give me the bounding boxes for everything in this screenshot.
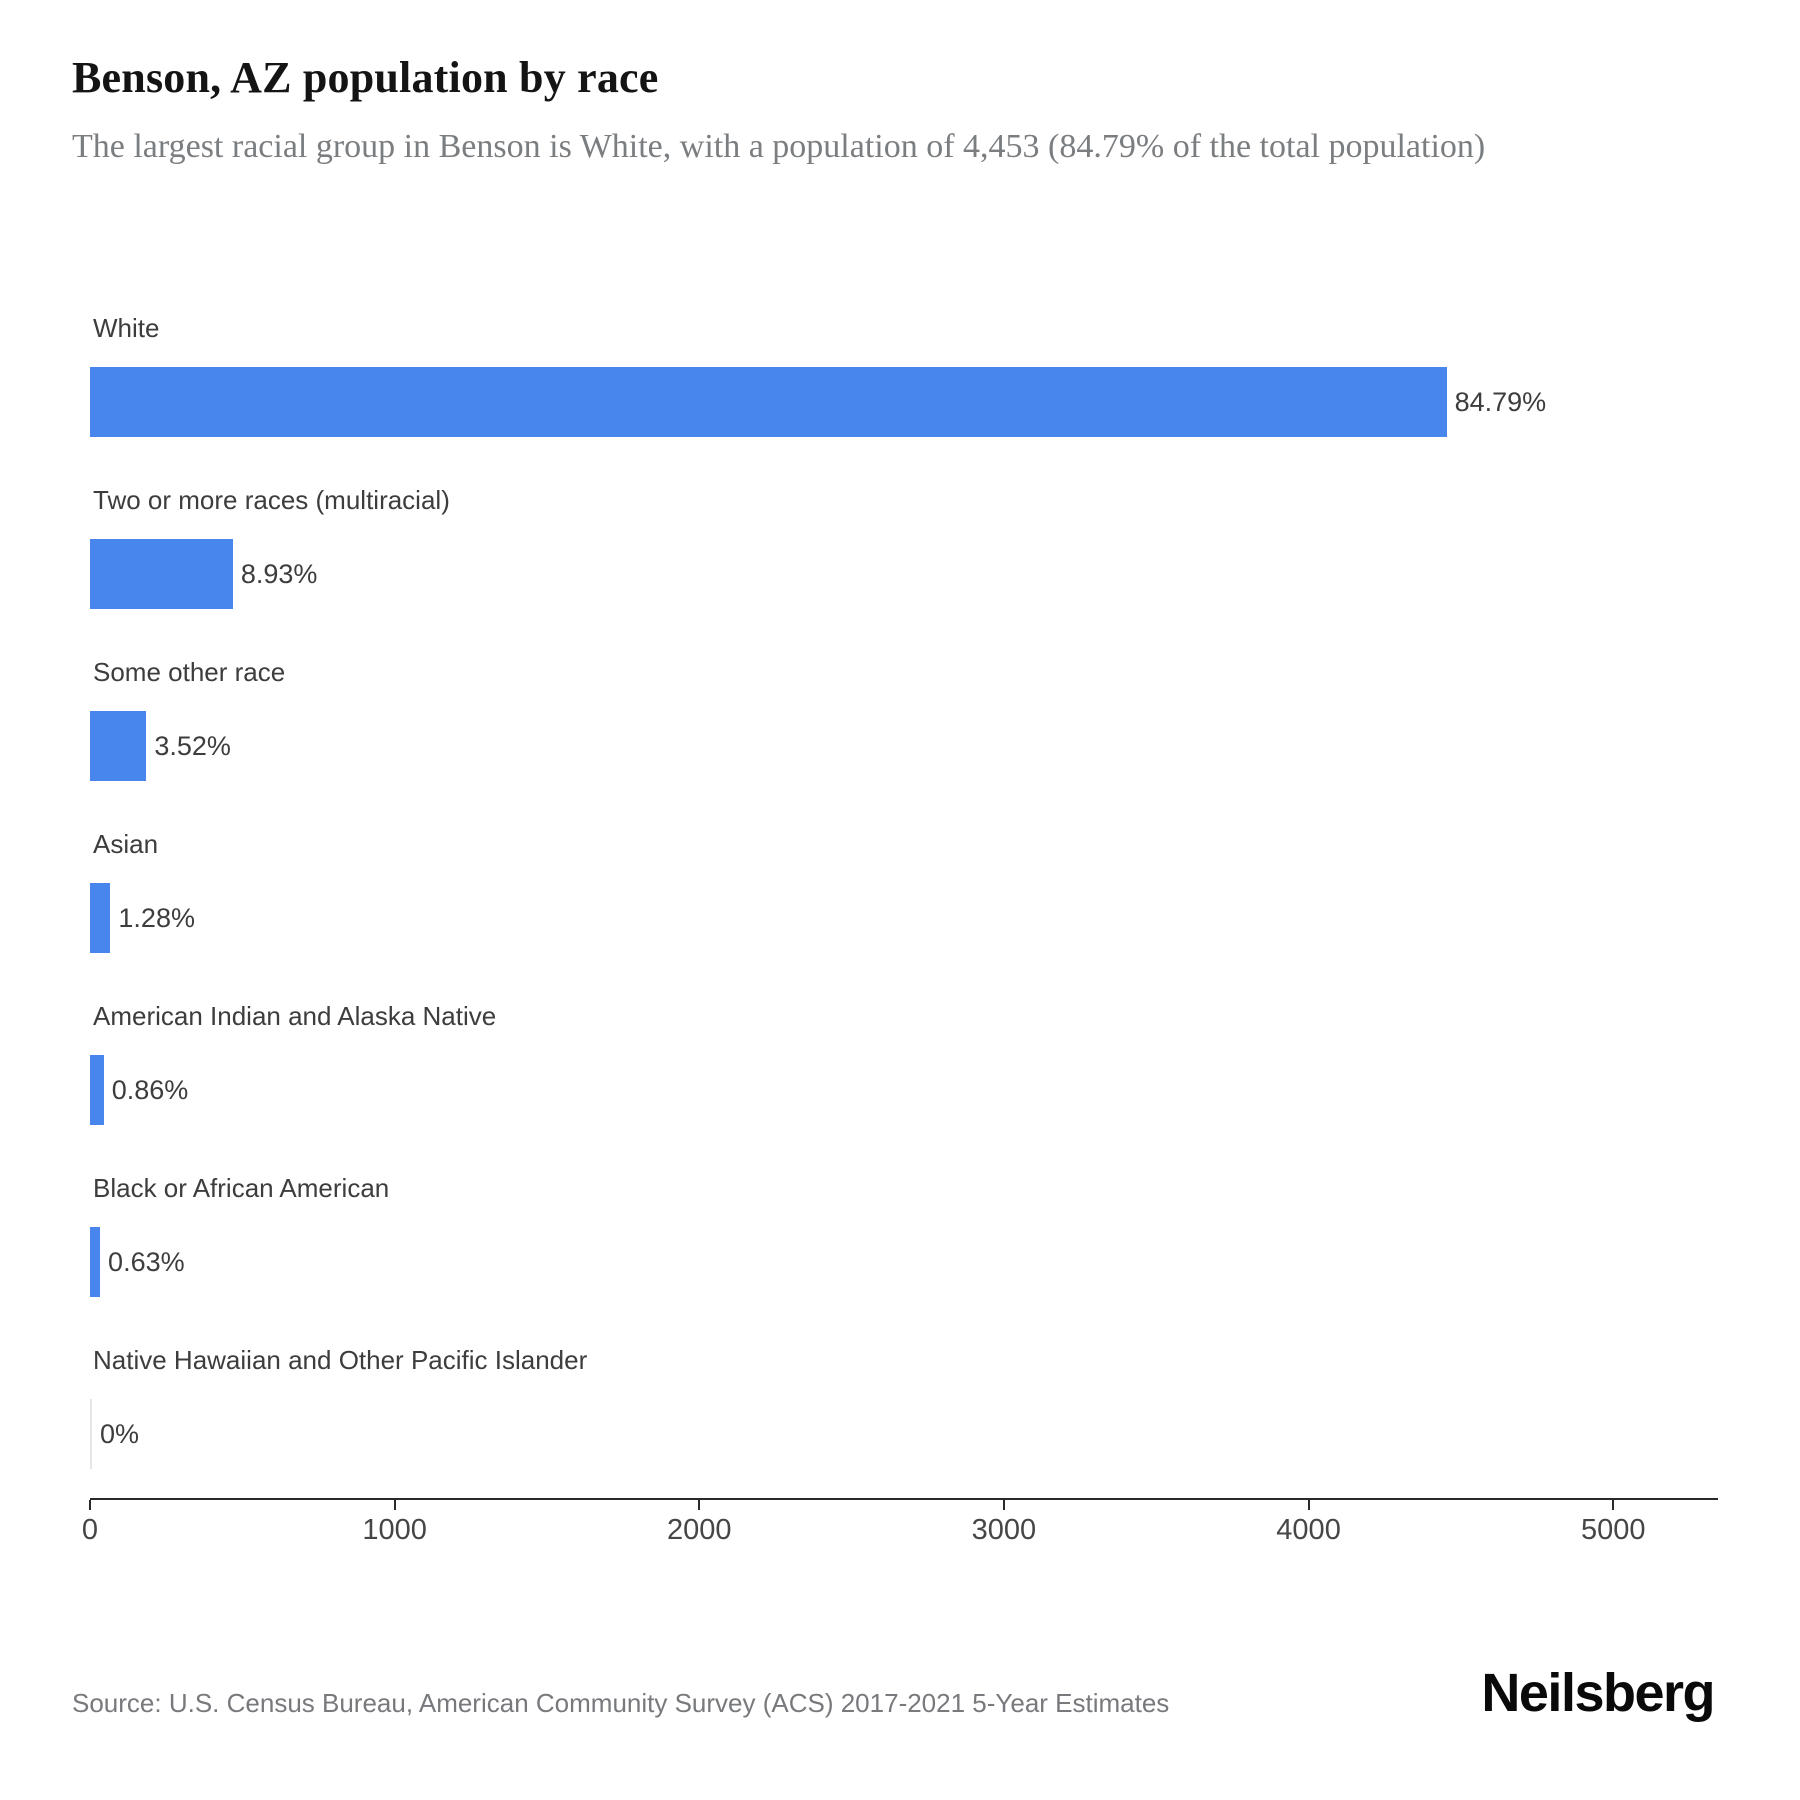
- bar-track: 8.93%: [90, 539, 1718, 609]
- x-axis-tick-label: 4000: [1276, 1514, 1341, 1546]
- bar-track: 0.86%: [90, 1055, 1718, 1125]
- x-axis-tick: [698, 1500, 701, 1510]
- bar-chart: White 84.79% Two or more races (multiracia…: [82, 315, 1718, 1558]
- bar-rows: White 84.79% Two or more races (multiracia…: [90, 315, 1718, 1469]
- value-label: 0%: [100, 1418, 140, 1449]
- value-label: 3.52%: [154, 730, 231, 761]
- bar-track: 84.79%: [90, 367, 1718, 437]
- chart-row: American Indian and Alaska Native 0.86%: [90, 1003, 1718, 1125]
- chart-row: White 84.79%: [90, 315, 1718, 437]
- category-label: Native Hawaiian and Other Pacific Island…: [93, 1345, 588, 1375]
- bar: [90, 883, 111, 953]
- chart-header: Benson, AZ population by race The larges…: [72, 52, 1728, 174]
- value-label: 1.28%: [118, 902, 195, 933]
- bar: [90, 367, 1447, 437]
- bar-track: 0.63%: [90, 1227, 1718, 1297]
- value-label: 84.79%: [1454, 386, 1547, 417]
- category-label: Some other race: [93, 657, 286, 687]
- chart-row: Native Hawaiian and Other Pacific Island…: [90, 1347, 1718, 1469]
- x-axis-tick-label: 5000: [1580, 1514, 1646, 1546]
- x-axis-tick: [393, 1500, 396, 1510]
- bar: [90, 1055, 104, 1125]
- chart-row: Two or more races (multiracial) 8.93%: [90, 487, 1718, 609]
- value-label: 8.93%: [240, 558, 318, 589]
- bar-track: 0%: [90, 1399, 1718, 1469]
- category-label: White: [93, 313, 160, 343]
- brand-logo: Neilsberg: [1481, 1663, 1715, 1723]
- bar: [90, 1399, 92, 1469]
- chart-row: Black or African American 0.63%: [90, 1175, 1718, 1297]
- x-axis-line: [90, 1498, 1718, 1500]
- category-label: Black or African American: [93, 1173, 390, 1203]
- x-axis-tick-label: 2000: [667, 1514, 732, 1546]
- x-axis: 0 1000 2000 3000 4000 5000: [82, 1498, 1718, 1558]
- bar-track: 3.52%: [90, 711, 1718, 781]
- value-label: 0.86%: [111, 1074, 189, 1105]
- x-axis-tick: [89, 1500, 91, 1510]
- value-label: 0.63%: [108, 1246, 185, 1277]
- chart-subtitle: The largest racial group in Benson is Wh…: [72, 128, 1486, 165]
- bar-track: 1.28%: [90, 883, 1718, 953]
- bar: [90, 1227, 101, 1297]
- x-axis-tick: [1002, 1500, 1005, 1510]
- x-axis-tick-label: 3000: [971, 1514, 1037, 1546]
- source-note: Source: U.S. Census Bureau, American Com…: [72, 1688, 1170, 1718]
- x-axis-tick-label: 1000: [362, 1514, 427, 1546]
- bar: [90, 539, 233, 609]
- x-axis-tick: [1612, 1500, 1615, 1510]
- category-label: Asian: [93, 829, 159, 859]
- chart-row: Some other race 3.52%: [90, 659, 1718, 781]
- category-label: American Indian and Alaska Native: [93, 1001, 497, 1031]
- chart-title: Benson, AZ population by race: [72, 53, 659, 102]
- chart-row: Asian 1.28%: [90, 831, 1718, 953]
- bar: [90, 711, 147, 781]
- x-axis-tick-label: 0: [81, 1514, 99, 1546]
- x-axis-tick: [1307, 1500, 1310, 1510]
- category-label: Two or more races (multiracial): [93, 485, 450, 515]
